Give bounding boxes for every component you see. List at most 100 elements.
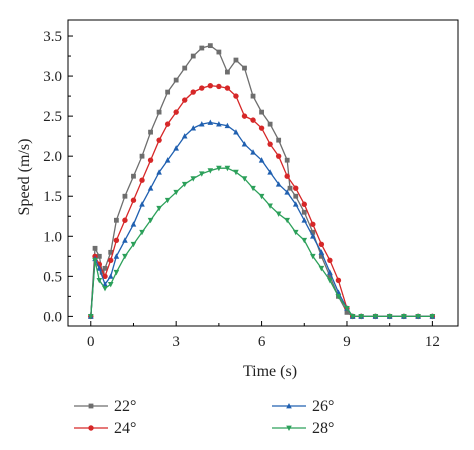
x-axis-title: Time (s) <box>243 363 297 380</box>
data-point <box>310 221 316 227</box>
data-point <box>318 249 325 255</box>
data-point <box>267 141 273 147</box>
data-point <box>327 269 333 275</box>
data-point <box>107 281 114 288</box>
data-point <box>318 253 324 259</box>
data-point <box>250 117 256 123</box>
data-point <box>107 273 114 279</box>
data-point <box>92 245 98 251</box>
legend-item: 22° <box>74 398 136 415</box>
data-point <box>284 157 290 163</box>
data-point <box>224 165 231 172</box>
data-point <box>164 197 171 204</box>
data-point <box>156 109 162 115</box>
legend-marker <box>286 403 292 409</box>
data-point <box>181 181 188 188</box>
series-layer <box>87 43 436 320</box>
data-point <box>276 137 282 143</box>
data-point <box>147 185 154 191</box>
series-line <box>90 85 433 318</box>
data-point <box>165 89 171 95</box>
data-point <box>122 193 128 199</box>
data-point <box>147 157 154 163</box>
data-point <box>139 177 145 183</box>
legend-marker <box>88 403 94 409</box>
data-point <box>335 277 342 284</box>
data-point <box>233 93 239 99</box>
data-point <box>310 233 316 239</box>
y-tick-label: 2.0 <box>43 149 62 165</box>
data-point <box>216 165 222 172</box>
data-point <box>164 121 171 127</box>
data-point <box>275 153 282 159</box>
data-point <box>199 85 205 91</box>
data-point <box>182 65 188 71</box>
data-point <box>108 249 114 255</box>
data-point <box>349 313 356 320</box>
data-point <box>267 121 273 127</box>
data-point <box>92 257 98 264</box>
data-point <box>96 253 102 259</box>
data-point <box>267 203 273 209</box>
data-point <box>225 69 230 75</box>
data-point <box>401 313 407 320</box>
data-point <box>216 83 222 90</box>
x-tick-label: 0 <box>87 334 95 350</box>
data-point <box>96 277 103 284</box>
data-point <box>310 253 316 260</box>
data-point <box>233 129 239 135</box>
y-tick-label: 2.5 <box>43 109 62 125</box>
data-point <box>284 173 290 179</box>
data-point <box>250 149 256 155</box>
data-point <box>258 193 265 200</box>
data-point <box>122 217 128 223</box>
data-point <box>173 109 179 115</box>
data-point <box>102 273 108 280</box>
legend-label: 28° <box>312 420 334 437</box>
data-point <box>173 145 179 151</box>
data-point <box>96 265 103 271</box>
data-point <box>108 257 114 264</box>
data-point <box>301 217 308 223</box>
data-point <box>216 49 222 55</box>
data-point <box>139 229 145 236</box>
data-point <box>284 217 290 224</box>
data-point <box>241 176 248 182</box>
data-point <box>386 313 393 320</box>
y-tick-label: 3.5 <box>43 29 62 45</box>
legend-item: 26° <box>272 398 334 415</box>
data-point <box>259 109 264 115</box>
data-point <box>250 93 256 99</box>
data-point <box>415 313 421 320</box>
legend: 22° 24° 26° 28° <box>74 398 334 437</box>
data-point <box>156 137 162 143</box>
data-point <box>122 237 128 243</box>
data-point <box>130 221 137 227</box>
data-point <box>344 305 350 312</box>
data-point <box>207 168 214 174</box>
data-point <box>139 153 145 159</box>
data-point <box>182 97 188 103</box>
data-point <box>250 185 256 192</box>
data-point <box>284 189 290 195</box>
x-tick-label: 9 <box>343 334 351 350</box>
data-point <box>258 157 265 163</box>
data-point <box>148 129 153 135</box>
series-line <box>90 121 433 318</box>
data-point <box>318 265 325 272</box>
data-point <box>207 119 214 125</box>
series-2 <box>88 82 436 320</box>
data-point <box>293 185 299 191</box>
data-point <box>267 169 273 175</box>
x-tick-label: 12 <box>425 334 440 350</box>
data-point <box>233 57 239 63</box>
data-point <box>327 273 333 279</box>
y-tick-label: 1.0 <box>43 229 62 245</box>
y-axis: 0.0 0.5 1.0 1.5 2.0 2.5 3.0 3.5 <box>43 29 73 325</box>
data-point <box>102 265 108 271</box>
plot-border <box>67 19 459 327</box>
x-tick-label: 3 <box>172 334 180 350</box>
data-point <box>358 313 365 320</box>
data-point <box>344 309 350 315</box>
y-axis-title: Speed (m/s) <box>16 139 33 216</box>
